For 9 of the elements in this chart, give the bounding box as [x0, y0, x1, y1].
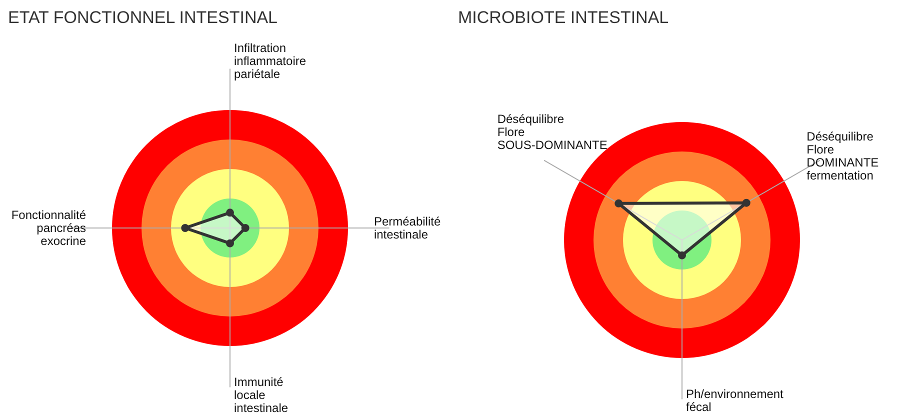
- chart-title: ETAT FONCTIONNEL INTESTINAL: [8, 8, 278, 28]
- spoke-label: Immunité locale intestinale: [234, 374, 288, 415]
- chart-title: MICROBIOTE INTESTINAL: [458, 8, 669, 28]
- spoke-label: Fonctionnalité pancréas exocrine: [11, 208, 86, 248]
- spoke-label: Ph/environnement fécal: [686, 386, 784, 414]
- spoke-label: Déséquilibre Flore SOUS-DOMINANTE: [497, 112, 608, 152]
- spoke-label: Perméabilité intestinale: [374, 214, 441, 242]
- spoke-label: Infiltration inflammatoire pariétale: [234, 41, 306, 82]
- spoke-label: Déséquilibre Flore DOMINANTE fermentation: [806, 130, 879, 183]
